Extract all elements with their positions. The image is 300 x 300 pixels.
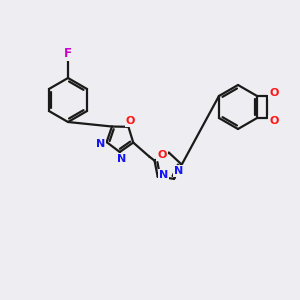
Text: O: O	[269, 116, 279, 126]
Text: N: N	[174, 166, 184, 176]
Text: N: N	[117, 154, 126, 164]
Text: O: O	[126, 116, 135, 126]
Text: O: O	[269, 88, 279, 98]
Text: F: F	[64, 47, 72, 60]
Text: N: N	[159, 170, 168, 180]
Text: O: O	[157, 150, 167, 160]
Text: N: N	[96, 139, 105, 149]
